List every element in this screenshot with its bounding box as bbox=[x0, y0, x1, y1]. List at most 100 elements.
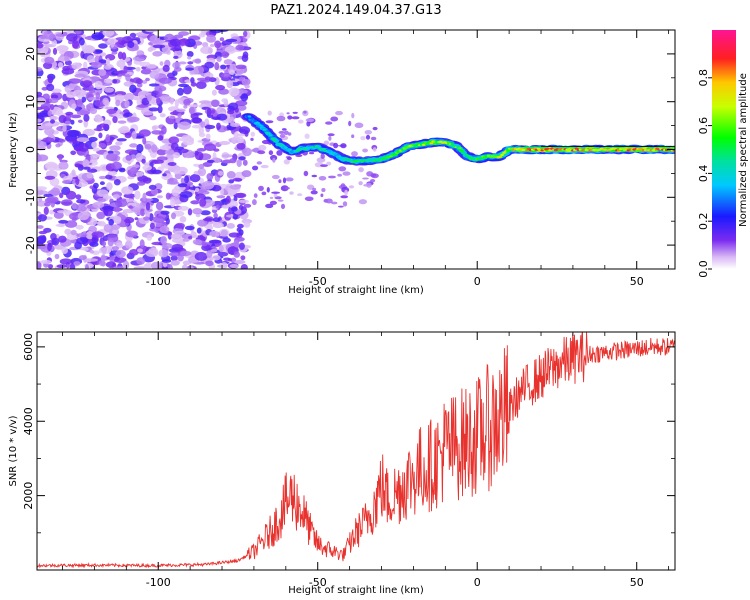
noise-blob bbox=[206, 159, 215, 163]
noise-blob bbox=[64, 56, 70, 62]
noise-blob bbox=[74, 73, 86, 78]
noise-blob bbox=[109, 145, 121, 151]
noise-blob bbox=[139, 239, 145, 249]
figure-title: PAZ1.2024.149.04.37.G13 bbox=[270, 3, 441, 18]
noise-blob bbox=[133, 96, 139, 101]
noise-blob bbox=[123, 216, 135, 224]
noise-blob bbox=[297, 193, 303, 197]
noise-blob bbox=[125, 230, 138, 238]
noise-blob bbox=[115, 266, 125, 269]
noise-blob bbox=[127, 60, 132, 66]
noise-blob bbox=[203, 217, 213, 222]
noise-blob bbox=[134, 190, 141, 200]
noise-blob bbox=[98, 143, 107, 148]
noise-blob bbox=[287, 115, 293, 120]
noise-blob bbox=[220, 262, 228, 269]
noise-blob bbox=[99, 181, 105, 186]
noise-blob bbox=[151, 159, 164, 164]
noise-blob bbox=[92, 147, 100, 152]
noise-blob bbox=[209, 43, 215, 48]
noise-blob bbox=[44, 56, 55, 64]
noise-blob bbox=[105, 174, 113, 180]
noise-blob bbox=[157, 135, 164, 141]
noise-blob bbox=[44, 44, 49, 53]
noise-blob bbox=[159, 61, 164, 66]
noise-blob bbox=[161, 266, 169, 269]
noise-blob bbox=[86, 104, 92, 111]
noise-blob bbox=[162, 64, 170, 72]
noise-blob bbox=[149, 115, 157, 121]
noise-blob bbox=[71, 169, 76, 177]
noise-blob bbox=[156, 195, 163, 199]
noise-blob bbox=[285, 177, 294, 182]
noise-blob bbox=[91, 32, 104, 40]
noise-blob bbox=[37, 154, 49, 162]
noise-blob bbox=[342, 171, 351, 176]
noise-blob bbox=[370, 136, 377, 141]
noise-blob bbox=[238, 242, 245, 250]
noise-blob bbox=[320, 164, 328, 168]
noise-blob bbox=[98, 59, 107, 64]
noise-blob bbox=[372, 126, 378, 131]
noise-blob bbox=[261, 191, 267, 196]
noise-blob bbox=[38, 214, 47, 222]
ridge-blob bbox=[414, 144, 418, 147]
noise-blob bbox=[233, 239, 240, 248]
noise-blob bbox=[200, 30, 206, 36]
noise-blob bbox=[87, 168, 98, 173]
colorbar-ticks: 0.0 0.2 0.4 0.6 0.8 bbox=[697, 69, 712, 278]
noise-blob bbox=[76, 233, 88, 238]
noise-blob bbox=[55, 223, 66, 227]
ridge-blob bbox=[465, 154, 470, 157]
noise-blob bbox=[236, 227, 242, 233]
noise-blob bbox=[113, 206, 121, 213]
noise-blob bbox=[136, 50, 145, 57]
noise-blob bbox=[77, 211, 90, 221]
noise-blob bbox=[166, 72, 176, 79]
noise-blob bbox=[200, 210, 211, 216]
noise-blob bbox=[177, 254, 184, 262]
noise-blob bbox=[229, 264, 239, 268]
noise-blob bbox=[155, 222, 164, 228]
ridge-blob bbox=[341, 157, 346, 160]
noise-blob bbox=[271, 191, 280, 194]
noise-blob bbox=[362, 148, 368, 153]
noise-blob bbox=[226, 171, 236, 179]
noise-blob bbox=[253, 193, 258, 198]
noise-blob bbox=[76, 199, 86, 204]
noise-blob bbox=[238, 204, 244, 211]
noise-blob bbox=[70, 114, 82, 119]
noise-blob bbox=[141, 66, 147, 70]
noise-blob bbox=[98, 69, 107, 76]
noise-blob bbox=[304, 196, 314, 202]
x-tick-label: -100 bbox=[146, 576, 171, 589]
noise-blob bbox=[209, 30, 223, 34]
noise-blob bbox=[365, 134, 371, 140]
noise-blob bbox=[103, 78, 113, 84]
noise-blob bbox=[216, 56, 222, 62]
noise-blob bbox=[64, 85, 71, 93]
noise-blob bbox=[286, 156, 292, 161]
noise-blob bbox=[179, 250, 192, 257]
noise-blob bbox=[111, 161, 122, 170]
noise-blob bbox=[221, 154, 234, 158]
noise-blob bbox=[66, 33, 78, 42]
noise-blob bbox=[201, 180, 215, 190]
noise-blob bbox=[70, 119, 75, 125]
ridge-blob bbox=[574, 147, 579, 150]
ridge-blob bbox=[452, 144, 457, 147]
noise-blob bbox=[152, 125, 159, 130]
noise-blob bbox=[298, 119, 304, 124]
noise-blob bbox=[98, 132, 103, 139]
noise-blob bbox=[151, 144, 158, 153]
noise-blob bbox=[49, 177, 60, 187]
noise-blob bbox=[65, 190, 77, 200]
ridge-blob bbox=[266, 132, 271, 135]
noise-blob bbox=[266, 187, 270, 193]
noise-blob bbox=[37, 112, 48, 117]
noise-blob bbox=[94, 80, 103, 90]
noise-blob bbox=[151, 169, 162, 174]
noise-blob bbox=[135, 67, 141, 72]
noise-blob bbox=[241, 170, 252, 178]
